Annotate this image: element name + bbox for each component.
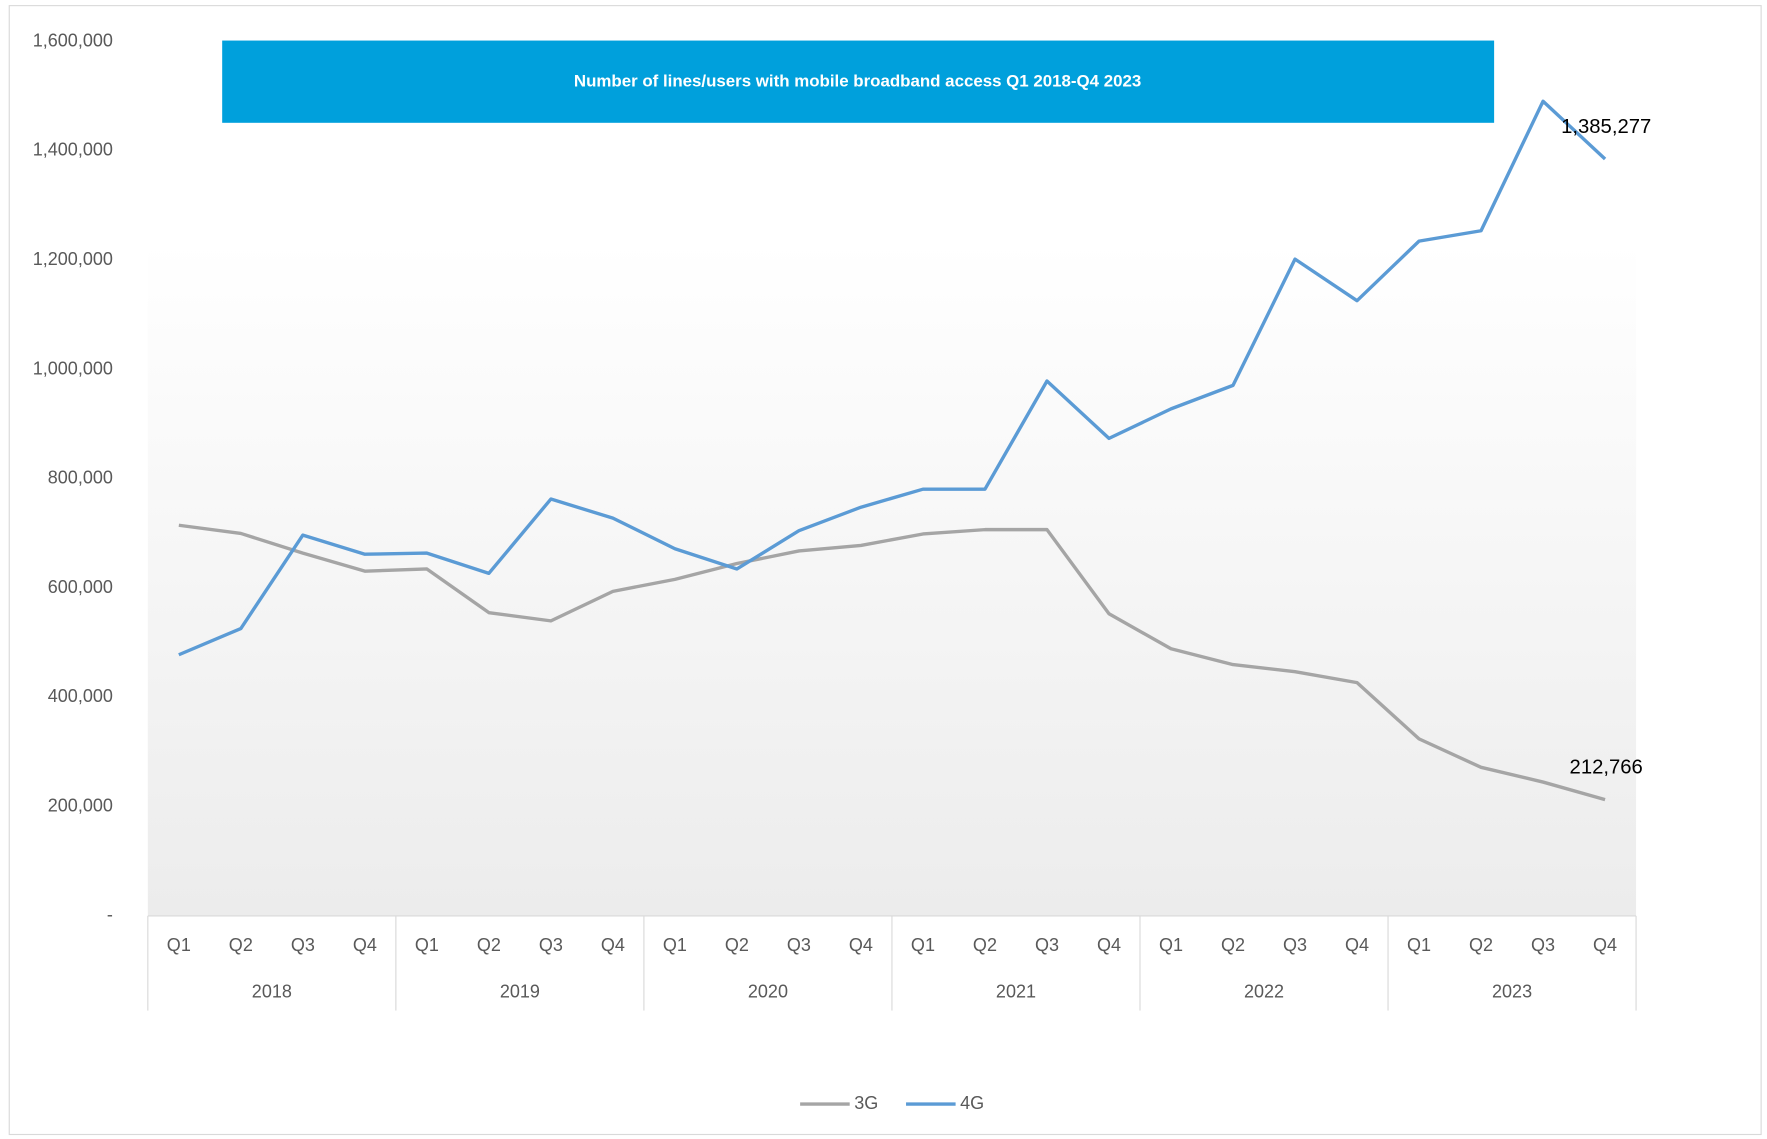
legend-label: 4G (960, 1093, 984, 1113)
x-tick-label: Q1 (1159, 935, 1183, 955)
series-line (178, 523, 1606, 802)
y-tick-label: 1,000,000 (33, 358, 113, 378)
x-tick-label: Q4 (353, 935, 377, 955)
year-label: 2020 (748, 981, 788, 1001)
x-tick-label: Q1 (911, 935, 935, 955)
x-tick-label: Q1 (1407, 935, 1431, 955)
y-tick-label: 1,200,000 (33, 249, 113, 269)
title-banner (222, 40, 1495, 123)
x-tick-label: Q2 (725, 935, 749, 955)
x-tick-label: Q4 (601, 935, 625, 955)
y-tick-label: 1,400,000 (33, 140, 113, 160)
x-tick-label: Q2 (229, 935, 253, 955)
x-tick-label: Q3 (787, 935, 811, 955)
data-label: 1,385,277 (1561, 116, 1651, 138)
year-label: 2021 (996, 981, 1036, 1001)
y-tick-label: 200,000 (48, 795, 113, 815)
x-tick-label: Q4 (849, 935, 873, 955)
year-label: 2023 (1492, 981, 1532, 1001)
year-label: 2019 (500, 981, 540, 1001)
chart-title: Number of lines/users with mobile broadb… (574, 72, 1141, 91)
x-tick-label: Q2 (973, 935, 997, 955)
data-label: 212,766 (1570, 756, 1643, 778)
y-tick-label: - (107, 905, 113, 925)
y-tick-label: 600,000 (48, 577, 113, 597)
x-tick-label: Q4 (1345, 935, 1369, 955)
x-tick-label: Q2 (1221, 935, 1245, 955)
y-tick-label: 800,000 (48, 468, 113, 488)
series-line (178, 99, 1607, 657)
year-label: 2018 (252, 981, 292, 1001)
plot-background (147, 242, 1637, 916)
x-tick-label: Q3 (291, 935, 315, 955)
x-tick-label: Q4 (1593, 935, 1617, 955)
y-tick-label: 400,000 (48, 686, 113, 706)
x-tick-label: Q4 (1097, 935, 1121, 955)
x-tick-label: Q2 (1469, 935, 1493, 955)
x-tick-label: Q2 (477, 935, 501, 955)
x-tick-label: Q3 (1531, 935, 1555, 955)
y-tick-label: 1,600,000 (33, 30, 113, 50)
x-tick-label: Q3 (1283, 935, 1307, 955)
x-tick-label: Q1 (663, 935, 687, 955)
year-label: 2022 (1244, 981, 1284, 1001)
x-tick-label: Q1 (167, 935, 191, 955)
x-tick-label: Q3 (1035, 935, 1059, 955)
x-tick-label: Q1 (415, 935, 439, 955)
x-tick-label: Q3 (539, 935, 563, 955)
legend-label: 3G (854, 1093, 878, 1113)
